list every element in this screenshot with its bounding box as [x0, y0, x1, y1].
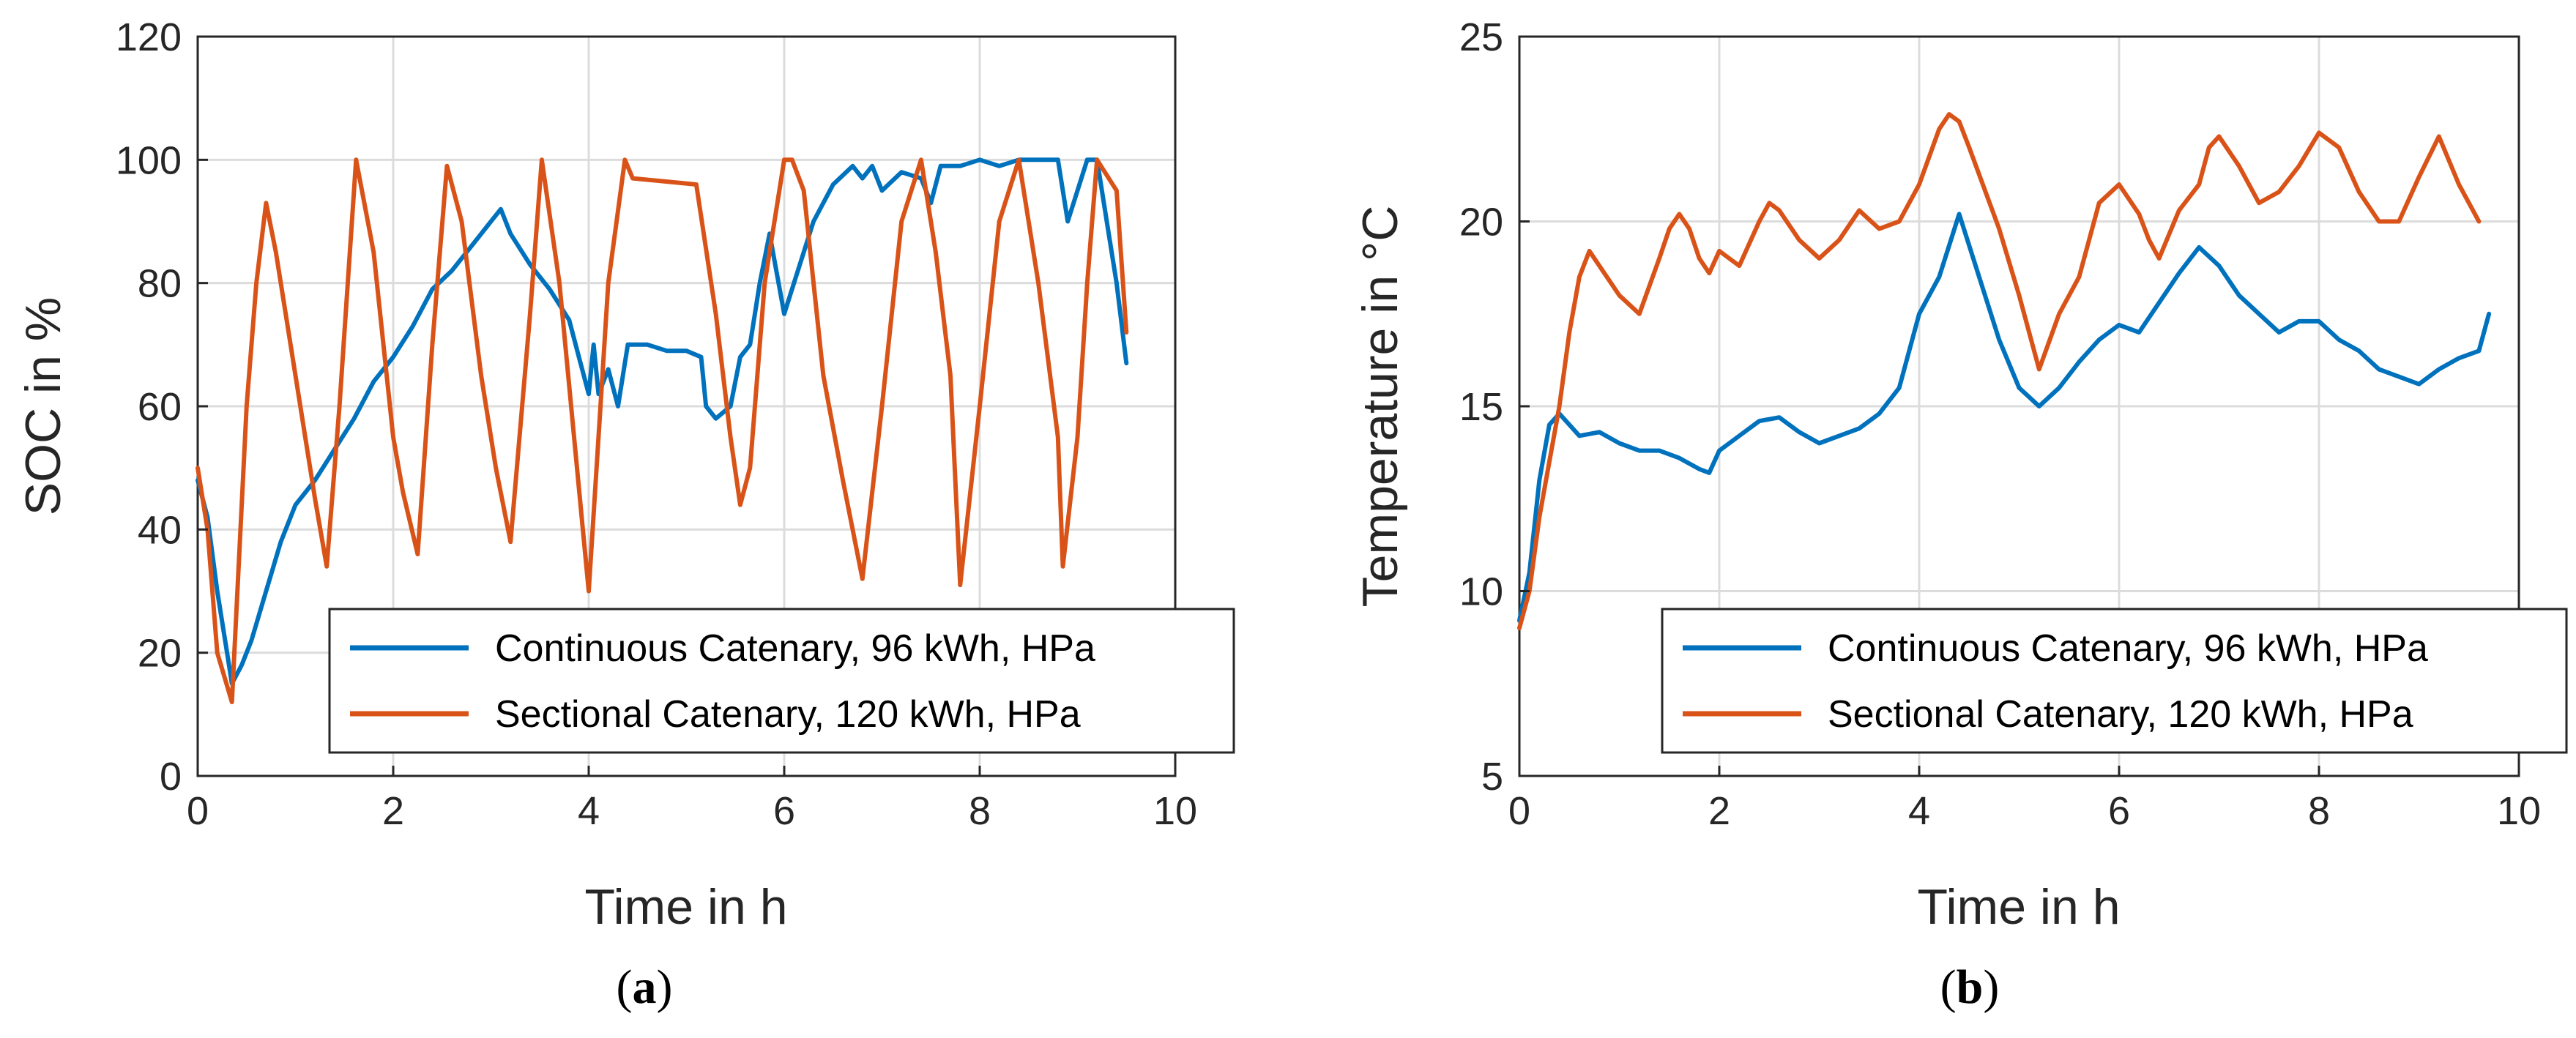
series-line-continuous — [196, 157, 1129, 686]
x-tick-label: 0 — [1508, 789, 1530, 833]
x-tick-label: 8 — [969, 789, 991, 833]
y-tick-label: 5 — [1481, 755, 1503, 799]
legend-box-b — [1661, 608, 2568, 754]
series-line-sectional — [1517, 112, 2482, 630]
x-tick-label: 6 — [2108, 789, 2130, 833]
legend-label-sectional-b: Sectional Catenary, 120 kWh, HPa — [1828, 693, 2413, 736]
panel-letter-a: a — [633, 960, 657, 1014]
legend-box-a — [328, 608, 1235, 754]
legend-label-continuous-a: Continuous Catenary, 96 kWh, HPa — [495, 627, 1095, 670]
y-tick-label: 10 — [1459, 570, 1503, 614]
chart-panel-b: 0 2 4 6 8 10 5 10 15 20 25 Time in h Temperature i… — [1352, 15, 2568, 1014]
legend-label-continuous-b: Continuous Catenary, 96 kWh, HPa — [1828, 627, 2428, 670]
x-axis-label-b: Time in h — [1917, 879, 2120, 935]
y-tick-label: 0 — [160, 755, 182, 799]
y-tick-label: 100 — [116, 138, 182, 182]
y-tick-label: 15 — [1459, 385, 1503, 429]
series-b — [1517, 112, 2492, 630]
x-tick-label: 8 — [2308, 789, 2330, 833]
legend-b: Continuous Catenary, 96 kWh, HPa Section… — [1661, 608, 2568, 754]
y-tick-label: 25 — [1459, 15, 1503, 59]
series-line-continuous — [1517, 212, 2492, 623]
y-axis-label-a: SOC in % — [15, 297, 71, 516]
x-tick-label: 2 — [382, 789, 404, 833]
x-tick-label: 2 — [1708, 789, 1730, 833]
series-line-sectional — [196, 157, 1129, 704]
series-a — [196, 157, 1129, 704]
x-tick-label: 6 — [773, 789, 795, 833]
x-tick-label: 4 — [578, 789, 600, 833]
y-axis-label-b: Temperature in °C — [1352, 206, 1408, 608]
x-tick-label: 0 — [187, 789, 209, 833]
panel-label-b: (b) — [1940, 960, 2000, 1014]
y-tick-label: 20 — [1459, 201, 1503, 244]
x-axis-label-a: Time in h — [584, 879, 787, 935]
y-tick-label: 80 — [138, 262, 182, 306]
y-tick-label: 120 — [116, 15, 182, 59]
x-tick-label: 10 — [2497, 789, 2541, 833]
x-tick-label: 4 — [1908, 789, 1930, 833]
ticks-b: 0 2 4 6 8 10 5 10 15 20 25 — [1459, 15, 2541, 833]
y-tick-label: 40 — [138, 508, 182, 552]
y-tick-label: 60 — [138, 385, 182, 429]
x-tick-label: 10 — [1153, 789, 1197, 833]
panel-label-a: (a) — [617, 960, 673, 1014]
y-tick-label: 20 — [138, 632, 182, 676]
legend-label-sectional-a: Sectional Catenary, 120 kWh, HPa — [495, 693, 1081, 736]
legend-a: Continuous Catenary, 96 kWh, HPa Section… — [328, 608, 1235, 754]
panel-letter-b: b — [1957, 960, 1984, 1014]
